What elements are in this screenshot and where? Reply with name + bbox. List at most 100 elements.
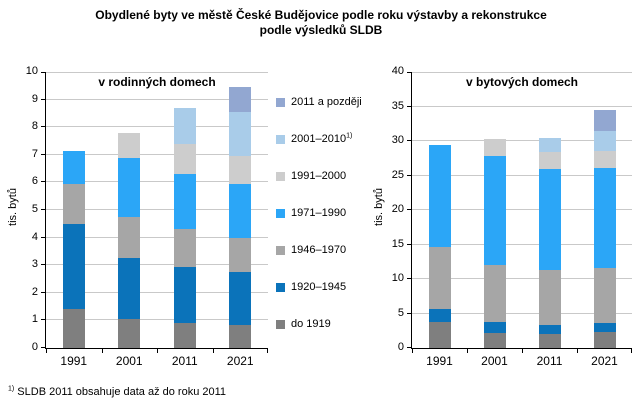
legend-swatch [276, 320, 285, 329]
x-axis-tick [631, 348, 632, 353]
y-axis-tick [41, 291, 46, 293]
footnote-sup: 1) [8, 385, 15, 393]
y-axis-tick-label: 9 [31, 92, 38, 105]
bar-segment-1946–1970 [62, 183, 85, 224]
y-axis-tick [41, 236, 46, 238]
legend-item-1971–1990: 1971–1990 [276, 207, 362, 220]
bar-segment-2011 a později [593, 110, 616, 132]
bar-slot [522, 72, 577, 348]
legend-label: 2011 a později [291, 96, 362, 108]
bar-segment-do 1919 [229, 324, 252, 348]
x-axis-tick-label: 1991 [426, 354, 453, 368]
x-axis-tick [267, 348, 268, 353]
figure-title-line2: podle výsledků SLDB [259, 23, 383, 37]
bar-segment-1920–1945 [62, 223, 85, 310]
bar-segment-1946–1970 [538, 270, 561, 325]
x-axis-tick-label: 1991 [60, 354, 88, 368]
legend-label: 2001–20101) [291, 132, 353, 145]
legend-item-2011 a později: 2011 a později [276, 96, 362, 109]
bar-segment-2011 a později [229, 87, 252, 113]
bar-segment-2001–2010 [538, 137, 561, 153]
legend-item-1991–2000: 1991–2000 [276, 170, 362, 183]
figure-title: Obydlené byty ve městě České Budějovice … [0, 8, 642, 38]
bar-segment-1991–2000 [118, 132, 141, 158]
y-axis-tick [41, 72, 46, 73]
y-axis-tick-label: 3 [31, 258, 38, 271]
right-y-axis-title: tis. bytů [373, 188, 385, 226]
bar-slot [157, 72, 213, 348]
gridline [412, 209, 632, 210]
bar-slot [577, 72, 632, 348]
stacked-bar-2001 [118, 132, 141, 348]
bar-segment-1991–2000 [229, 156, 252, 184]
bar-segment-1920–1945 [428, 308, 451, 322]
gridline [412, 278, 632, 279]
bar-segment-1946–1970 [483, 265, 506, 323]
gridline [46, 98, 268, 100]
legend-label: 1946–1970 [291, 244, 347, 256]
x-axis-tick-label: 2011 [536, 354, 563, 368]
bar-segment-1920–1945 [483, 322, 506, 333]
legend-swatch [276, 172, 285, 181]
bar-segment-1920–1945 [538, 324, 561, 334]
bar-segment-1946–1970 [173, 229, 196, 267]
y-axis-tick-label: 25 [391, 168, 404, 181]
gridline [412, 72, 632, 73]
gridline [46, 126, 268, 128]
legend-item-do 1919: do 1919 [276, 318, 362, 331]
bar-segment-2001–2010 [173, 107, 196, 144]
y-axis-tick [407, 347, 412, 348]
y-axis-tick [407, 209, 412, 210]
y-axis-tick [41, 181, 46, 183]
y-axis-tick-label: 40 [391, 65, 404, 77]
y-axis-tick [407, 72, 412, 73]
y-axis-tick-label: 10 [391, 272, 404, 284]
bar-segment-1971–1990 [173, 174, 196, 230]
footnote-text: SLDB 2011 obsahuje data až do roku 2011 [14, 386, 227, 398]
bar-segment-1971–1990 [229, 183, 252, 238]
stacked-bar-2011 [538, 137, 561, 348]
gridline [412, 243, 632, 245]
y-axis-tick-label: 8 [31, 120, 38, 133]
y-axis-tick [407, 140, 412, 141]
x-axis-tick [46, 348, 47, 353]
gridline [46, 291, 268, 293]
legend-label: 1991–2000 [291, 170, 347, 182]
legend: 2011 a později 2001–20101) 1991–2000 1971–1… [276, 96, 362, 331]
bar-slot [467, 72, 522, 348]
stacked-bar-1991 [428, 145, 451, 348]
gridline [46, 264, 268, 266]
y-axis-tick-label: 35 [391, 99, 404, 112]
y-axis-tick-label: 0 [397, 341, 404, 353]
x-axis-tick-label: 2011 [171, 354, 198, 368]
y-axis-tick [41, 126, 46, 128]
bar-segment-1946–1970 [428, 247, 451, 309]
gridline [46, 153, 268, 155]
stacked-bar-1991 [62, 150, 85, 348]
y-axis-tick-label: 0 [31, 341, 38, 353]
legend-swatch [276, 246, 285, 255]
bar-segment-2001–2010 [229, 112, 252, 157]
legend-swatch [276, 98, 285, 107]
bar-segment-1971–1990 [62, 150, 85, 184]
y-axis-tick-label: 1 [31, 313, 38, 326]
right-chart-title: v bytových domech [465, 75, 579, 89]
gridline [412, 140, 632, 141]
legend-item-2001–2010: 2001–20101) [276, 132, 362, 146]
y-axis-tick [41, 153, 46, 155]
stacked-bar-2021 [229, 87, 252, 348]
x-axis-tick-label: 2021 [591, 354, 618, 368]
y-axis-tick-label: 10 [25, 65, 38, 77]
bar-segment-1991–2000 [173, 143, 196, 175]
bar-segment-1920–1945 [118, 258, 141, 320]
bar-segment-1920–1945 [593, 323, 616, 333]
bar-segment-1991–2000 [593, 151, 616, 168]
x-axis-tick-label: 2001 [481, 354, 508, 368]
y-axis-tick-label: 6 [31, 175, 38, 188]
bar-slot [213, 72, 269, 348]
bar-segment-1971–1990 [593, 167, 616, 268]
bar-segment-1971–1990 [538, 168, 561, 271]
bar-segment-do 1919 [118, 319, 141, 348]
gridline [46, 72, 268, 73]
x-axis-tick-label: 2001 [115, 354, 143, 368]
